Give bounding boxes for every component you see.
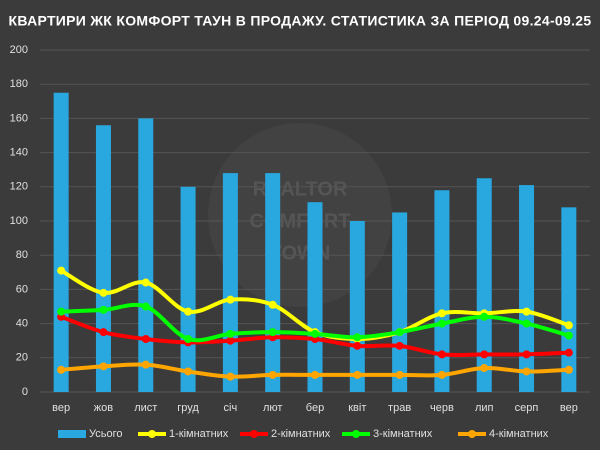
marker bbox=[437, 309, 446, 318]
marker bbox=[353, 370, 362, 379]
marker bbox=[522, 307, 531, 316]
marker bbox=[437, 350, 446, 359]
marker bbox=[311, 329, 319, 338]
marker bbox=[522, 319, 531, 328]
marker bbox=[226, 372, 235, 381]
bar bbox=[392, 212, 408, 392]
marker bbox=[522, 350, 531, 359]
watermark-circle bbox=[208, 123, 392, 307]
bar bbox=[265, 173, 281, 392]
marker bbox=[480, 364, 489, 373]
marker bbox=[522, 367, 531, 376]
bar bbox=[222, 173, 238, 392]
marker bbox=[57, 307, 66, 316]
bar bbox=[138, 118, 154, 393]
marker bbox=[268, 300, 277, 309]
bar bbox=[476, 178, 492, 392]
marker bbox=[57, 266, 66, 275]
y-tick-label: 140 bbox=[10, 147, 28, 159]
legend-label: 3-кімнатних bbox=[373, 428, 433, 440]
y-tick-label: 180 bbox=[10, 78, 28, 90]
marker bbox=[395, 328, 404, 337]
x-tick-label: груд bbox=[177, 402, 199, 414]
marker bbox=[268, 328, 277, 337]
x-tick-label: лип bbox=[475, 402, 494, 414]
marker bbox=[141, 360, 150, 369]
marker bbox=[395, 341, 404, 350]
marker bbox=[141, 278, 150, 287]
x-tick-label: лют bbox=[263, 402, 282, 414]
marker bbox=[99, 288, 108, 297]
legend-label: 1-кімнатних bbox=[169, 428, 229, 440]
bar bbox=[180, 186, 196, 392]
marker bbox=[226, 329, 235, 338]
marker bbox=[226, 295, 235, 304]
x-tick-label: лист bbox=[134, 402, 157, 414]
x-tick-label: трав bbox=[388, 402, 411, 414]
y-tick-label: 80 bbox=[16, 249, 28, 261]
x-tick-label: квіт bbox=[348, 402, 366, 414]
bar bbox=[561, 207, 577, 392]
marker bbox=[480, 350, 489, 359]
bar bbox=[307, 202, 323, 392]
marker bbox=[99, 305, 108, 314]
y-tick-label: 200 bbox=[10, 44, 28, 56]
legend-swatch bbox=[352, 430, 360, 438]
legend-label: Усього bbox=[89, 428, 123, 440]
y-tick-label: 100 bbox=[10, 215, 28, 227]
marker bbox=[184, 307, 193, 316]
marker bbox=[226, 336, 235, 345]
marker bbox=[311, 370, 319, 379]
x-tick-label: бер bbox=[306, 402, 324, 414]
bar bbox=[434, 190, 450, 392]
marker bbox=[564, 331, 573, 340]
y-tick-label: 0 bbox=[22, 386, 28, 398]
marker bbox=[480, 312, 489, 321]
legend-swatch bbox=[250, 430, 258, 438]
marker bbox=[564, 365, 573, 374]
marker bbox=[437, 319, 446, 328]
x-tick-label: серп bbox=[515, 402, 539, 414]
x-tick-label: вер bbox=[560, 402, 578, 414]
marker bbox=[99, 362, 108, 371]
x-tick-label: вер bbox=[52, 402, 70, 414]
marker bbox=[268, 370, 277, 379]
marker bbox=[141, 334, 150, 343]
marker bbox=[437, 370, 446, 379]
marker bbox=[564, 321, 573, 330]
marker bbox=[99, 328, 108, 337]
marker bbox=[184, 367, 193, 376]
marker bbox=[395, 370, 404, 379]
bar bbox=[349, 221, 365, 392]
y-tick-label: 120 bbox=[10, 181, 28, 193]
bar bbox=[53, 92, 69, 392]
legend-swatch bbox=[148, 430, 156, 438]
y-tick-label: 40 bbox=[16, 318, 28, 330]
x-tick-label: черв bbox=[430, 402, 454, 414]
bar bbox=[95, 125, 111, 393]
chart-title: КВАРТИРИ ЖК КОМФОРТ ТАУН В ПРОДАЖУ. СТАТ… bbox=[9, 13, 592, 29]
x-tick-label: січ bbox=[224, 402, 238, 414]
marker bbox=[353, 333, 362, 342]
marker bbox=[141, 302, 150, 311]
marker bbox=[353, 341, 362, 350]
legend-swatch bbox=[58, 430, 86, 438]
x-tick-label: жов bbox=[94, 402, 113, 414]
bar bbox=[519, 185, 535, 392]
y-tick-label: 160 bbox=[10, 112, 28, 124]
marker bbox=[57, 365, 66, 374]
marker bbox=[564, 348, 573, 357]
legend-label: 2-кімнатних bbox=[271, 428, 331, 440]
y-tick-label: 60 bbox=[16, 283, 28, 295]
marker bbox=[184, 334, 193, 343]
y-tick-label: 20 bbox=[16, 352, 28, 364]
legend-swatch bbox=[468, 430, 476, 438]
legend-label: 4-кімнатних bbox=[489, 428, 549, 440]
